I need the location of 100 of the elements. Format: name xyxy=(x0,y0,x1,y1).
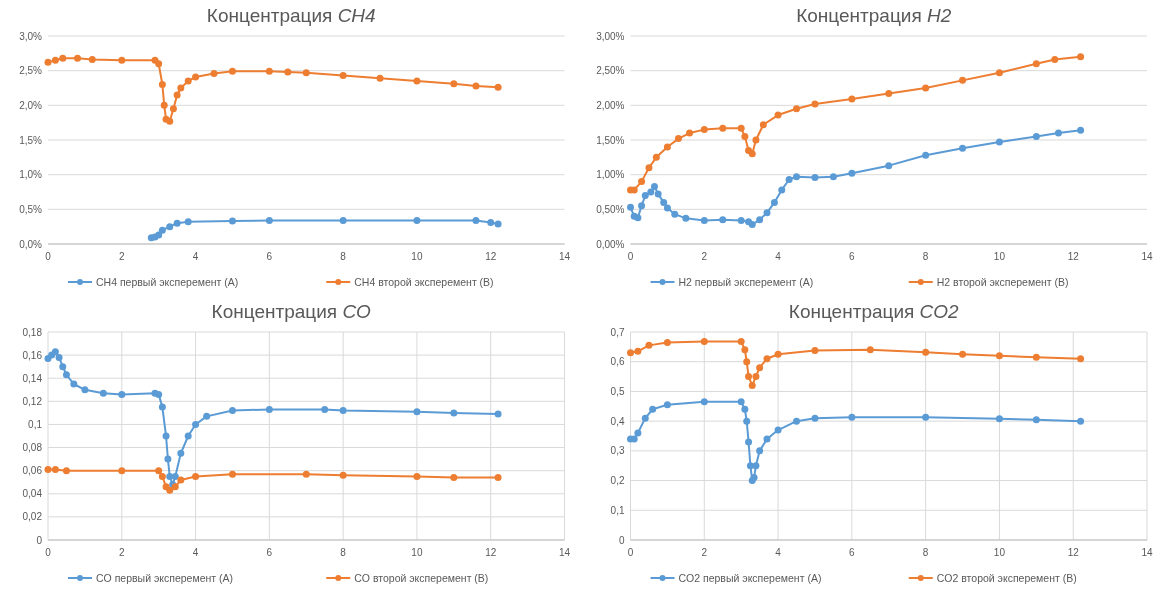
point xyxy=(413,408,421,416)
point xyxy=(228,217,236,225)
point xyxy=(413,77,421,85)
point xyxy=(62,371,70,379)
point xyxy=(763,435,771,443)
point xyxy=(774,111,782,119)
point xyxy=(719,216,727,224)
x-tick-label: 4 xyxy=(775,547,782,558)
point xyxy=(118,390,126,398)
x-tick-label: 0 xyxy=(45,547,52,558)
y-tick-label: 0,5 xyxy=(610,385,625,397)
point xyxy=(51,466,59,474)
x-tick-label: 2 xyxy=(701,251,708,262)
y-tick-label: 0,06 xyxy=(22,465,43,477)
point xyxy=(472,82,480,90)
point xyxy=(171,472,179,480)
point xyxy=(450,474,458,482)
x-tick-label: 12 xyxy=(485,251,497,262)
y-tick-label: 0,1 xyxy=(28,418,43,430)
y-tick-label: 0,02 xyxy=(22,511,43,523)
point xyxy=(155,231,163,239)
point xyxy=(192,420,200,428)
x-tick-label: 14 xyxy=(1141,251,1153,262)
point xyxy=(770,198,778,206)
point xyxy=(158,403,166,411)
point xyxy=(866,346,874,354)
point xyxy=(752,462,760,470)
point xyxy=(885,90,893,98)
point xyxy=(778,186,786,194)
x-tick-label: 6 xyxy=(849,547,856,558)
point xyxy=(663,204,671,212)
point xyxy=(166,117,174,125)
point xyxy=(627,349,634,357)
x-tick-label: 2 xyxy=(119,547,125,558)
x-tick-label: 0 xyxy=(45,251,52,262)
point xyxy=(922,151,930,159)
y-tick-label: 0,6 xyxy=(610,356,625,368)
point xyxy=(118,56,126,64)
point xyxy=(450,409,458,417)
point xyxy=(413,216,421,224)
y-tick-label: 0,0% xyxy=(19,238,43,250)
point xyxy=(166,472,174,480)
point xyxy=(160,101,168,109)
point xyxy=(74,54,82,62)
point xyxy=(155,60,163,68)
point xyxy=(1051,56,1059,64)
point xyxy=(737,398,745,406)
point xyxy=(959,144,967,152)
point xyxy=(59,363,67,371)
legend-label: CH4 второй эксперемент (B) xyxy=(354,276,494,288)
point xyxy=(210,69,218,77)
y-tick-label: 0 xyxy=(618,534,625,546)
x-tick-label: 0 xyxy=(627,251,634,262)
chart-title: Концентрация H2 xyxy=(796,5,952,26)
point xyxy=(752,373,760,381)
point xyxy=(700,398,708,406)
point xyxy=(173,91,181,99)
point xyxy=(162,432,170,440)
point xyxy=(321,405,329,413)
point xyxy=(663,401,671,409)
x-tick-label: 2 xyxy=(119,251,125,262)
point xyxy=(265,405,273,413)
point xyxy=(743,417,751,425)
point xyxy=(70,380,78,388)
point xyxy=(645,341,653,349)
point xyxy=(785,176,793,184)
point xyxy=(745,373,753,381)
point xyxy=(748,381,756,389)
y-tick-label: 3,0% xyxy=(19,30,43,42)
point xyxy=(494,83,502,91)
point xyxy=(737,124,745,132)
x-tick-label: 14 xyxy=(558,251,571,262)
point xyxy=(756,216,764,224)
point xyxy=(763,355,771,363)
y-tick-label: 0,3 xyxy=(610,445,625,457)
y-tick-label: 0,2 xyxy=(610,475,625,487)
point xyxy=(682,214,690,222)
y-tick-label: 2,5% xyxy=(19,65,43,77)
point xyxy=(811,100,819,108)
y-tick-label: 0,12 xyxy=(22,395,43,407)
legend-label: H2 первый эксперемент (A) xyxy=(678,276,814,288)
point xyxy=(774,350,782,358)
point xyxy=(959,350,967,358)
x-tick-label: 8 xyxy=(340,251,347,262)
point xyxy=(700,216,708,224)
point xyxy=(487,219,495,227)
x-tick-label: 10 xyxy=(411,547,423,558)
x-tick-label: 0 xyxy=(627,547,634,558)
x-tick-label: 10 xyxy=(993,547,1006,558)
point xyxy=(203,412,211,420)
point xyxy=(647,188,655,196)
point xyxy=(654,190,662,198)
point xyxy=(793,417,801,425)
point xyxy=(741,405,749,413)
x-tick-label: 14 xyxy=(558,547,571,558)
point xyxy=(302,69,310,77)
y-tick-label: 0,16 xyxy=(22,349,43,361)
point xyxy=(848,413,856,421)
y-tick-label: 2,00% xyxy=(596,99,625,111)
y-tick-label: 1,50% xyxy=(596,134,625,146)
